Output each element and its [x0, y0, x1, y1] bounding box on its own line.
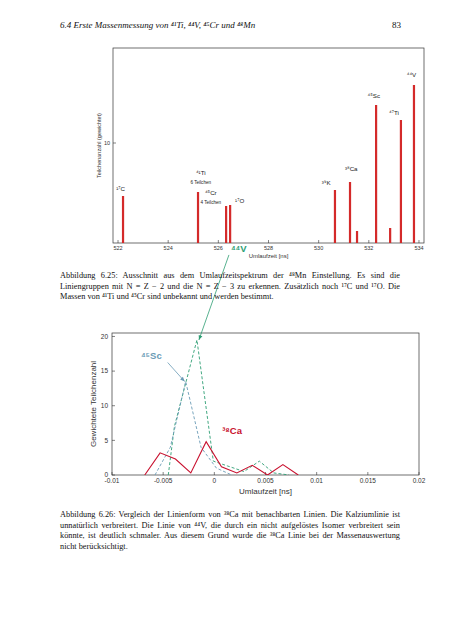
peak-label: ³⁹K: [322, 179, 332, 186]
y-tick: [112, 371, 115, 372]
peak-label: ³⁸Ca: [345, 165, 358, 172]
peak-label: 4 Teilchen: [201, 200, 222, 205]
peak-label: ⁴⁴V: [407, 71, 417, 78]
x-tick-label: 528: [264, 245, 273, 251]
x-tick-label: 0.02: [413, 477, 426, 484]
x-axis-label: Umlaufzeit [ns]: [239, 487, 292, 496]
plot-frame: [112, 333, 419, 475]
y-tick: [112, 336, 115, 337]
x-tick-label: -0.005: [154, 477, 173, 484]
x-tick: [316, 472, 317, 475]
arrow-head: [199, 335, 203, 340]
x-tick: [168, 240, 169, 243]
peak-label: ¹⁷O: [235, 197, 244, 204]
figure-caption: Abbildung 6.25: Ausschnitt aus dem Umlau…: [60, 271, 400, 303]
peak: [334, 190, 336, 243]
peak: [229, 205, 231, 243]
x-tick-label: 0: [213, 477, 217, 484]
x-tick: [419, 472, 420, 475]
y-tick-label: 5: [104, 437, 108, 444]
x-tick: [268, 240, 269, 243]
page-number: 83: [392, 20, 401, 30]
peaks: [122, 85, 415, 243]
x-axis-label: Umlaufzeit [ns]: [249, 253, 289, 259]
series-lines: [145, 340, 299, 475]
x-tick: [418, 240, 419, 243]
x-tick: [318, 240, 319, 243]
y-tick: [112, 405, 115, 406]
peak: [413, 85, 415, 243]
peak: [349, 182, 351, 243]
peak: [122, 196, 124, 243]
peak-label: ⁴¹Ti: [196, 169, 206, 176]
y-tick: [112, 440, 115, 441]
x-tick: [112, 472, 113, 475]
y-tick: [113, 143, 116, 144]
x-tick-label: 526: [214, 245, 223, 251]
peak: [356, 231, 358, 243]
y-tick-label: 10: [104, 140, 110, 146]
peak-label: ¹⁷C: [116, 185, 125, 192]
y-tick: [112, 475, 115, 476]
x-tick: [218, 240, 219, 243]
x-tick-label: 0.015: [360, 477, 377, 484]
series-line: [155, 381, 232, 475]
peak-label: ⁴⁷Ti: [389, 109, 399, 116]
series-label: ⁴⁴V: [231, 243, 247, 254]
x-tick: [214, 472, 215, 475]
peak-label: ⁴⁵Sc: [368, 92, 380, 99]
spectrum-chart: 522 524 526 528 530 532 534 10 Umlaufzeit [ns] Te…: [96, 48, 424, 259]
series-label: ⁴⁵Sc: [141, 350, 162, 361]
peak: [389, 228, 391, 243]
x-tick-label: 0.005: [257, 477, 274, 484]
peak: [375, 105, 377, 243]
y-axis-label: Teilchenanzahl (gewichtet): [96, 113, 102, 178]
peak: [197, 192, 199, 243]
x-tick: [163, 472, 164, 475]
x-tick-label: 0.01: [310, 477, 323, 484]
series-label: ³⁸Ca: [222, 425, 243, 436]
peak: [400, 120, 402, 243]
peak: [225, 206, 227, 243]
lineshape-chart: -0.01-0.00500.0050.010.0150.0205101520Um…: [89, 243, 426, 496]
series-line: [168, 340, 289, 475]
y-tick-label: 0: [104, 471, 108, 478]
x-tick: [118, 240, 119, 243]
figure-caption: Abbildung 6.26: Vergleich der Linienform…: [60, 510, 400, 552]
x-tick-label: 534: [414, 245, 423, 251]
series-line: [145, 442, 299, 475]
arrow-head: [180, 377, 185, 382]
y-tick-label: 15: [101, 367, 109, 374]
y-tick-label: 10: [101, 402, 109, 409]
peak-label: 6 Teilchen: [190, 180, 211, 185]
x-tick-label: 530: [314, 245, 323, 251]
x-tick-label: 524: [164, 245, 173, 251]
y-tick-label: 20: [101, 333, 109, 340]
x-tick: [367, 472, 368, 475]
label-arrow: [168, 362, 185, 381]
y-axis-label: Gewichtete Teilchenzahl: [89, 361, 98, 447]
x-tick-label: 522: [113, 245, 122, 251]
x-tick-label: 532: [364, 245, 373, 251]
page-header-title: 6.4 Erste Massenmessung von ⁴¹Ti, ⁴⁴V, ⁴…: [60, 20, 255, 30]
plot-frame: [113, 48, 424, 243]
x-tick: [368, 240, 369, 243]
peak-label: ⁴⁵Cr: [205, 189, 217, 196]
